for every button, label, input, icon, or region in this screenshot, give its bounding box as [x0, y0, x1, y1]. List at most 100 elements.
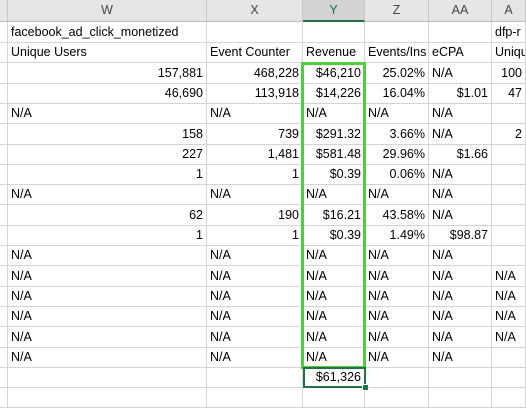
- cell-w-row6[interactable]: 227: [8, 143, 207, 165]
- cell-prev-row3[interactable]: [0, 82, 8, 104]
- cell-y-row12[interactable]: N/A: [303, 265, 365, 287]
- cell-z-row2[interactable]: 25.02%: [365, 62, 429, 84]
- cell-prev-row10[interactable]: [0, 225, 8, 246]
- cell-ab-row4[interactable]: [492, 103, 526, 125]
- cell-x-row10[interactable]: 1: [207, 225, 303, 246]
- cell-prev-row18[interactable]: [0, 387, 8, 408]
- cell-w-row0[interactable]: facebook_ad_click_monetized: [8, 22, 207, 43]
- cell-y-row6[interactable]: $581.48: [303, 143, 365, 165]
- cell-z-row5[interactable]: 3.66%: [365, 123, 429, 145]
- cell-x-row8[interactable]: N/A: [207, 184, 303, 206]
- cell-x-row14[interactable]: N/A: [207, 306, 303, 328]
- cell-z-row10[interactable]: 1.49%: [365, 225, 429, 246]
- cell-x-row0[interactable]: [207, 22, 303, 43]
- cell-w-row3[interactable]: 46,690: [8, 82, 207, 104]
- cell-x-row5[interactable]: 739: [207, 123, 303, 145]
- cell-prev-row15[interactable]: [0, 326, 8, 348]
- cell-aa-row11[interactable]: N/A: [429, 245, 492, 267]
- cell-aa-row4[interactable]: N/A: [429, 103, 492, 125]
- cell-prev-row5[interactable]: [0, 123, 8, 145]
- cell-aa-row5[interactable]: N/A: [429, 123, 492, 145]
- cell-w-row13[interactable]: N/A: [8, 285, 207, 307]
- cell-y-row8[interactable]: N/A: [303, 184, 365, 206]
- cell-ab-row11[interactable]: [492, 245, 526, 267]
- cell-ab-row1[interactable]: Uniqu: [492, 42, 526, 64]
- cell-aa-row2[interactable]: N/A: [429, 62, 492, 84]
- cell-prev-row2[interactable]: [0, 62, 8, 84]
- cell-z-row0[interactable]: [365, 22, 429, 43]
- cell-aa-row14[interactable]: N/A: [429, 306, 492, 328]
- cell-y-row16[interactable]: N/A: [303, 346, 365, 368]
- cell-w-row1[interactable]: Unique Users: [8, 42, 207, 64]
- cell-ab-row9[interactable]: [492, 204, 526, 226]
- cell-w-row16[interactable]: N/A: [8, 346, 207, 368]
- cell-z-row8[interactable]: N/A: [365, 184, 429, 206]
- cell-w-row15[interactable]: N/A: [8, 326, 207, 348]
- cell-x-row15[interactable]: N/A: [207, 326, 303, 348]
- cell-w-row4[interactable]: N/A: [8, 103, 207, 125]
- cell-ab-row16[interactable]: [492, 346, 526, 368]
- cell-prev-row13[interactable]: [0, 285, 8, 307]
- cell-prev-row8[interactable]: [0, 184, 8, 206]
- cell-z-row12[interactable]: N/A: [365, 265, 429, 287]
- cell-aa-row18[interactable]: [429, 387, 492, 408]
- cell-aa-row13[interactable]: N/A: [429, 285, 492, 307]
- cell-z-row18[interactable]: [365, 387, 429, 408]
- cell-z-row4[interactable]: N/A: [365, 103, 429, 125]
- cell-x-row16[interactable]: N/A: [207, 346, 303, 368]
- column-header-x[interactable]: X: [207, 0, 303, 22]
- cell-w-row18[interactable]: [8, 387, 207, 408]
- cell-w-row2[interactable]: 157,881: [8, 62, 207, 84]
- cell-ab-row15[interactable]: N/A: [492, 326, 526, 348]
- cell-w-row11[interactable]: N/A: [8, 245, 207, 267]
- cell-z-row11[interactable]: N/A: [365, 245, 429, 267]
- cell-aa-row15[interactable]: N/A: [429, 326, 492, 348]
- cell-z-row6[interactable]: 29.96%: [365, 143, 429, 165]
- cell-aa-row8[interactable]: N/A: [429, 184, 492, 206]
- cell-y-row17[interactable]: $61,326: [303, 367, 365, 389]
- cell-z-row17[interactable]: [365, 367, 429, 389]
- cell-x-row7[interactable]: 1: [207, 164, 303, 186]
- cell-aa-row17[interactable]: [429, 367, 492, 389]
- cell-aa-row6[interactable]: $1.66: [429, 143, 492, 165]
- cell-x-row13[interactable]: N/A: [207, 285, 303, 307]
- cell-y-row18[interactable]: [303, 387, 365, 408]
- cell-ab-row2[interactable]: 100: [492, 62, 526, 84]
- cell-y-row14[interactable]: N/A: [303, 306, 365, 328]
- cell-z-row7[interactable]: 0.06%: [365, 164, 429, 186]
- cell-ab-row18[interactable]: [492, 387, 526, 408]
- column-header-ab[interactable]: A: [492, 0, 526, 22]
- cell-z-row1[interactable]: Events/Ins: [365, 42, 429, 64]
- cell-z-row16[interactable]: N/A: [365, 346, 429, 368]
- cell-w-row14[interactable]: N/A: [8, 306, 207, 328]
- cell-y-row1[interactable]: Revenue: [303, 42, 365, 64]
- cell-y-row4[interactable]: N/A: [303, 103, 365, 125]
- cell-x-row2[interactable]: 468,228: [207, 62, 303, 84]
- cell-aa-row10[interactable]: $98.87: [429, 225, 492, 246]
- cell-prev-row7[interactable]: [0, 164, 8, 186]
- cell-prev-row1[interactable]: [0, 42, 8, 64]
- cell-x-row11[interactable]: N/A: [207, 245, 303, 267]
- cell-x-row12[interactable]: N/A: [207, 265, 303, 287]
- cell-w-row5[interactable]: 158: [8, 123, 207, 145]
- cell-y-row2[interactable]: $46,210: [303, 62, 365, 84]
- cell-w-row9[interactable]: 62: [8, 204, 207, 226]
- cell-w-row7[interactable]: 1: [8, 164, 207, 186]
- cell-y-row5[interactable]: $291.32: [303, 123, 365, 145]
- cell-y-row3[interactable]: $14,226: [303, 82, 365, 104]
- cell-ab-row6[interactable]: [492, 143, 526, 165]
- cell-ab-row17[interactable]: [492, 367, 526, 389]
- cell-ab-row14[interactable]: N/A: [492, 306, 526, 328]
- cell-z-row14[interactable]: N/A: [365, 306, 429, 328]
- cell-y-row11[interactable]: N/A: [303, 245, 365, 267]
- cell-x-row18[interactable]: [207, 387, 303, 408]
- cell-aa-row1[interactable]: eCPA: [429, 42, 492, 64]
- cell-z-row13[interactable]: N/A: [365, 285, 429, 307]
- cell-prev-row11[interactable]: [0, 245, 8, 267]
- cell-y-row15[interactable]: N/A: [303, 326, 365, 348]
- cell-prev-row4[interactable]: [0, 103, 8, 125]
- cell-prev-row6[interactable]: [0, 143, 8, 165]
- cell-ab-row3[interactable]: 47: [492, 82, 526, 104]
- cell-w-row17[interactable]: [8, 367, 207, 389]
- column-header-prev[interactable]: [0, 0, 8, 22]
